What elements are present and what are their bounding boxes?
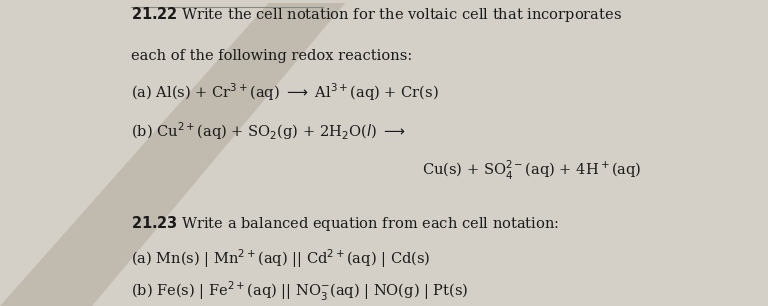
Polygon shape — [0, 2, 346, 306]
Text: (b) Fe(s) | Fe$^{2+}$(aq) || NO$_3^{-}$(aq) | NO(g) | Pt(s): (b) Fe(s) | Fe$^{2+}$(aq) || NO$_3^{-}$(… — [131, 280, 468, 303]
Text: each of the following redox reactions:: each of the following redox reactions: — [131, 49, 412, 63]
Text: $\mathbf{21.23}$ Write a balanced equation from each cell notation:: $\mathbf{21.23}$ Write a balanced equati… — [131, 214, 558, 233]
Text: (a) Al(s) + Cr$^{3+}$(aq) $\longrightarrow$ Al$^{3+}$(aq) + Cr(s): (a) Al(s) + Cr$^{3+}$(aq) $\longrightarr… — [131, 81, 439, 103]
Text: Cu(s) + SO$_4^{2-}$(aq) + 4H$^+$(aq): Cu(s) + SO$_4^{2-}$(aq) + 4H$^+$(aq) — [422, 159, 642, 181]
Text: $\mathbf{21.22}$ Write the cell notation for the voltaic cell that incorporates: $\mathbf{21.22}$ Write the cell notation… — [131, 5, 621, 24]
Text: (a) Mn(s) | Mn$^{2+}$(aq) || Cd$^{2+}$(aq) | Cd(s): (a) Mn(s) | Mn$^{2+}$(aq) || Cd$^{2+}$(a… — [131, 247, 430, 270]
Text: (b) Cu$^{2+}$(aq) + SO$_2$(g) + 2H$_2$O($l$) $\longrightarrow$: (b) Cu$^{2+}$(aq) + SO$_2$(g) + 2H$_2$O(… — [131, 121, 406, 142]
